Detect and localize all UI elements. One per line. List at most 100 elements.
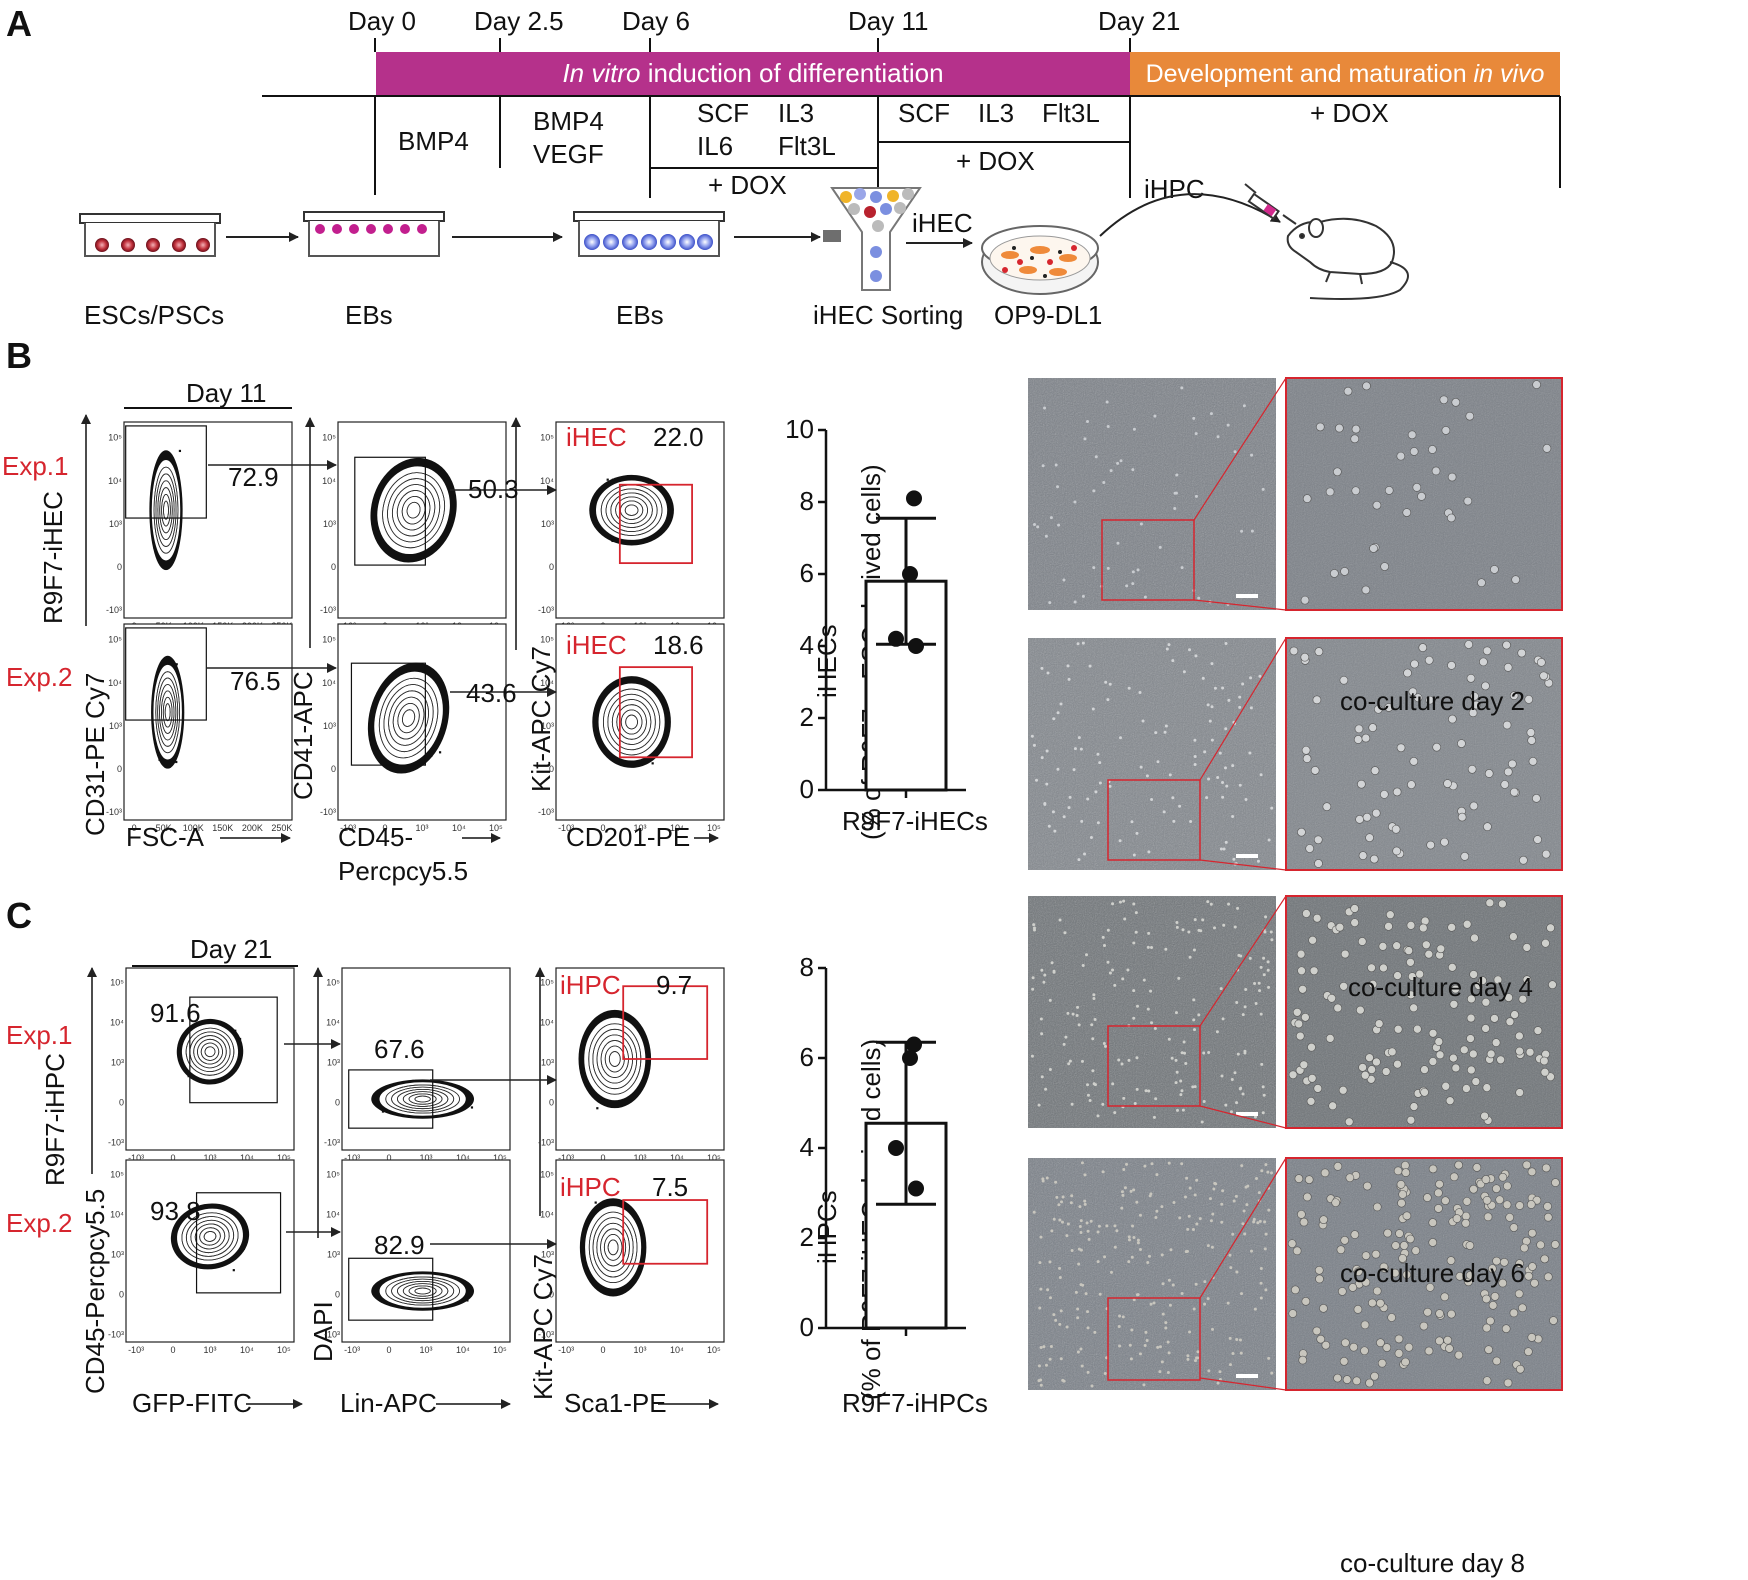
stage-ebs-1: EBs: [345, 300, 393, 330]
svg-text:250K: 250K: [271, 823, 292, 833]
factor-dox-2: + DOX: [956, 146, 1035, 176]
svg-text:0: 0: [549, 764, 554, 774]
stage-ihec-sorting: iHEC Sorting: [813, 300, 963, 330]
panel-c-bar-chart: iHPCs (% of R9F7 iHEC-derived cells) R9F…: [800, 952, 988, 1418]
svg-text:10³: 10³: [323, 519, 336, 529]
svg-text:200K: 200K: [242, 823, 263, 833]
invivo-label: Development and maturation in vivo: [1146, 60, 1545, 88]
panel-b-xlabel-percp: Percpcy5.5: [338, 856, 468, 886]
y-tick-label: 10: [785, 414, 814, 444]
svg-text:-10³: -10³: [320, 605, 336, 615]
svg-text:10⁵: 10⁵: [540, 433, 554, 443]
scale-bar: [1236, 594, 1258, 598]
svg-text:10⁵: 10⁵: [110, 978, 124, 988]
svg-text:10⁵: 10⁵: [108, 635, 122, 645]
flow-b-r2c2: -10³ 0 10³ 10⁴ 10⁵ 10⁵ 10⁴ 10³ 0 -10³: [320, 623, 507, 833]
scale-bar: [1236, 1112, 1258, 1116]
svg-text:0: 0: [549, 562, 554, 572]
stage-labels: ESCs/PSCs EBs EBs iHEC Sorting OP9-DL1: [84, 300, 1102, 330]
svg-text:10⁴: 10⁴: [108, 678, 122, 688]
gate-c-r2c2: 82.9: [374, 1230, 425, 1260]
svg-text:-10³: -10³: [538, 807, 554, 817]
data-point: [908, 1180, 924, 1197]
stage-escs: ESCs/PSCs: [84, 300, 224, 330]
day-6: Day 6: [622, 6, 690, 36]
panel-b-xlabel-cd45: CD45-: [338, 822, 413, 852]
svg-text:10⁴: 10⁴: [456, 1153, 470, 1163]
micrograph-overview: [1028, 896, 1276, 1128]
micrograph-overview: [1028, 378, 1276, 610]
micrograph-row-1: [1028, 377, 1563, 611]
svg-text:10³: 10³: [541, 519, 554, 529]
gate-b-r1c1: 72.9: [228, 462, 279, 492]
y-tick-label: 8: [800, 486, 814, 516]
zoom-connector: [1193, 377, 1287, 521]
panel-c-gate-values: 91.6 67.6 iHPC 9.7 93.8 82.9 iHPC 7.5: [150, 970, 692, 1260]
svg-text:10³: 10³: [541, 721, 554, 731]
svg-text:10⁵: 10⁵: [493, 1153, 507, 1163]
panel-b-xlabel-cd201: CD201-PE: [566, 822, 690, 852]
micrograph-zoom: [1285, 1157, 1563, 1391]
day-2.5: Day 2.5: [474, 6, 564, 36]
flow-b-r2c1: 0 50K 100K 150K 200K 250K 10⁵ 10⁴ 10³ 0 -10³: [106, 623, 293, 833]
svg-text:10³: 10³: [633, 823, 646, 833]
dish-ebs-1: [303, 211, 445, 257]
zoom-box: [1107, 779, 1201, 861]
data-point: [902, 1050, 918, 1066]
svg-text:100K: 100K: [183, 823, 204, 833]
svg-text:0: 0: [117, 764, 122, 774]
y-tick-label: 6: [800, 1042, 814, 1072]
day-21: Day 21: [1098, 6, 1180, 36]
panel-a-label: A: [6, 3, 32, 44]
svg-text:10³: 10³: [109, 519, 122, 529]
svg-text:0: 0: [119, 1098, 124, 1108]
svg-text:10³: 10³: [323, 721, 336, 731]
zoom-connector: [1199, 1377, 1287, 1391]
gate-c-r2c3-name: iHPC: [560, 1172, 621, 1202]
scale-bar: [1236, 1374, 1258, 1378]
svg-text:10⁵: 10⁵: [322, 433, 336, 443]
y-tick-label: 8: [800, 952, 814, 982]
panel-b-ylabel-top: R9F7-iHEC: [38, 491, 68, 624]
svg-text:0: 0: [331, 562, 336, 572]
arrow-label-ihpc: iHPC: [1144, 174, 1205, 204]
panel-b-flow-plots: 0 50K 100K 150K 200K 250K 10⁵ 10⁴ 10³ 0 -10³ -10³ 0 1…: [106, 421, 725, 833]
y-tick-label: 4: [800, 1132, 814, 1162]
panel-c-xlabel-gfp: GFP-FITC: [132, 1388, 252, 1418]
svg-text:-10³: -10³: [344, 1153, 360, 1163]
panel-b-col3-ylabel: Kit-APC Cy7: [526, 646, 556, 792]
zoom-connector: [1199, 859, 1287, 871]
svg-text:10⁴: 10⁴: [240, 1153, 254, 1163]
svg-text:10³: 10³: [419, 1153, 432, 1163]
timeline-lines: [262, 95, 1561, 198]
svg-text:-10³: -10³: [106, 807, 122, 817]
zoom-connector: [1199, 895, 1287, 1027]
factor-bmp4-2: BMP4: [533, 106, 604, 136]
svg-text:10⁵: 10⁵: [322, 635, 336, 645]
panel-b-ylabel-bottom: CD31-PE Cy7: [80, 673, 110, 836]
svg-text:-10³: -10³: [324, 1138, 340, 1148]
panel-b-xlabels: FSC-A CD45- Percpcy5.5 CD201-PE: [126, 822, 719, 886]
svg-text:10³: 10³: [327, 1058, 340, 1068]
panel-b-exp1: Exp.1: [2, 451, 69, 481]
zoom-box: [1107, 1297, 1201, 1381]
svg-text:10³: 10³: [415, 823, 428, 833]
panel-c-ylabel-bottom: CD45-Percpcy5.5: [80, 1189, 110, 1394]
svg-text:150K: 150K: [212, 823, 233, 833]
svg-text:0: 0: [171, 1153, 176, 1163]
gate-c-r2c3: 7.5: [652, 1172, 688, 1202]
svg-text:10⁴: 10⁴: [108, 476, 122, 486]
factor-vegf: VEGF: [533, 139, 604, 169]
svg-text:10⁵: 10⁵: [707, 823, 721, 833]
panel-c-ylabel-top: R9F7-iHPC: [40, 1053, 70, 1186]
svg-text:-10³: -10³: [106, 605, 122, 615]
svg-text:0: 0: [335, 1098, 340, 1108]
gate-c-r1c3-name: iHPC: [560, 970, 621, 1000]
gate-b-r1c2: 50.3: [468, 474, 519, 504]
factor-flt3l: Flt3L: [778, 131, 836, 161]
invivo-bar: [1130, 52, 1560, 96]
factor-dox-1: + DOX: [708, 170, 787, 200]
svg-text:0: 0: [117, 562, 122, 572]
